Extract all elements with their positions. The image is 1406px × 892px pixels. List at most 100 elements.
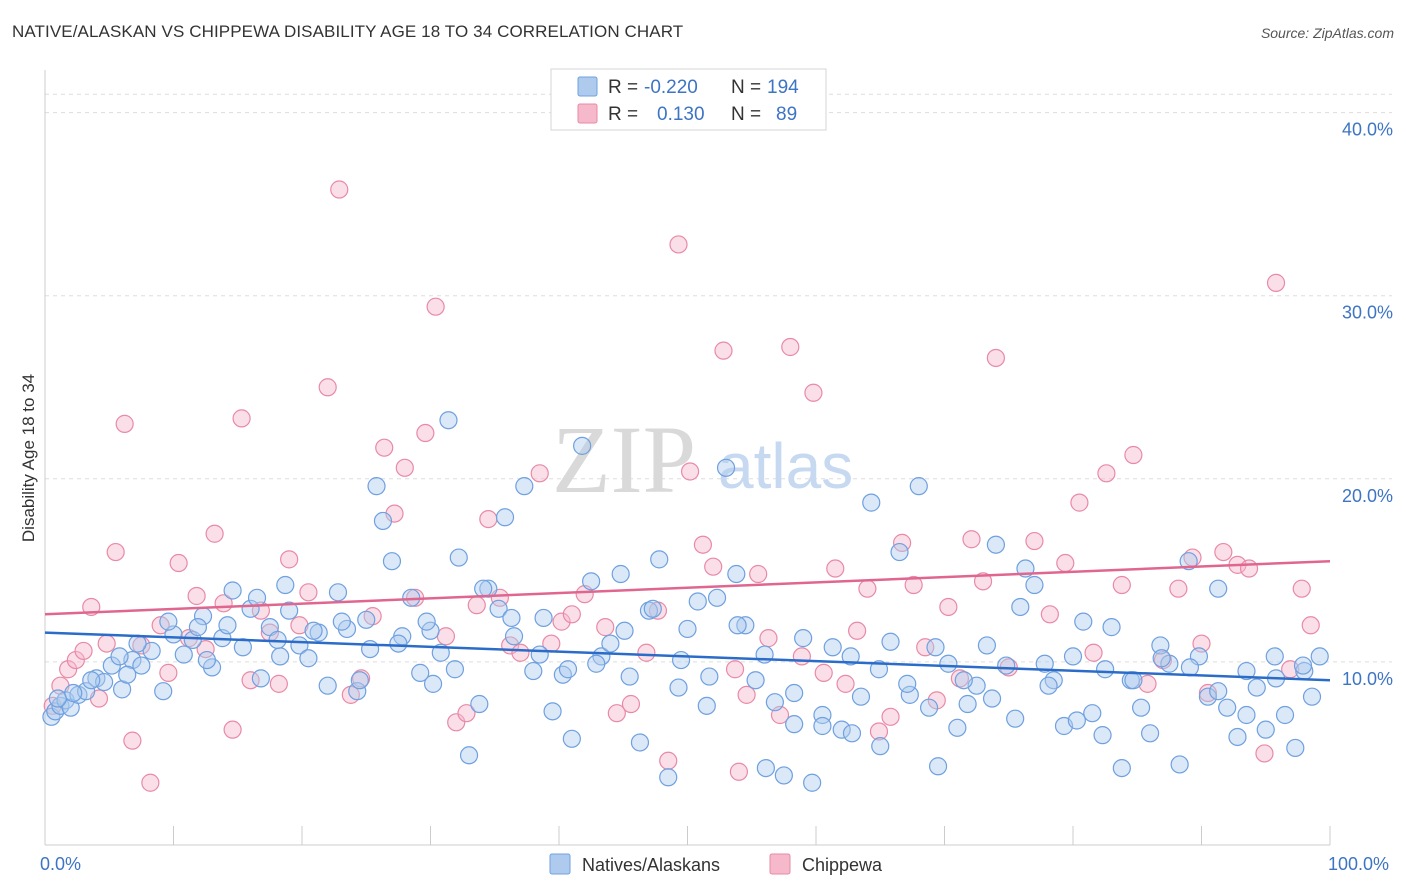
natives-point	[251, 669, 270, 688]
natives-point	[48, 689, 67, 708]
y-tick-label: 10.0%	[1342, 669, 1393, 689]
chippewa-point	[814, 663, 833, 682]
chippewa-point	[395, 458, 414, 477]
natives-point	[926, 638, 945, 657]
natives-point	[474, 579, 493, 598]
chippewa-point	[973, 572, 993, 591]
natives-point	[348, 682, 367, 701]
natives-point	[813, 716, 832, 736]
natives-point	[928, 757, 948, 776]
natives-point	[524, 661, 543, 681]
natives-point	[223, 581, 242, 600]
chippewa-point	[927, 691, 946, 710]
natives-point	[954, 671, 973, 690]
natives-point	[318, 676, 337, 695]
chippewa-point	[269, 674, 288, 693]
chippewa-point	[97, 634, 116, 653]
chippewa-point	[530, 464, 549, 483]
natives-point	[459, 746, 479, 765]
natives-point	[977, 636, 997, 655]
natives-point	[495, 508, 515, 527]
natives-point	[1044, 671, 1063, 690]
y-tick-label: 40.0%	[1342, 120, 1393, 140]
x-tick-label-max: 100.0%	[1328, 854, 1389, 874]
natives-point	[382, 552, 402, 571]
chippewa-point	[66, 650, 85, 670]
natives-point	[1035, 654, 1054, 673]
natives-point	[643, 599, 662, 618]
natives-point	[671, 650, 691, 670]
chippewa-point	[881, 707, 900, 726]
chippewa-point	[1239, 559, 1259, 578]
natives-point	[728, 616, 747, 635]
chippewa-point	[1056, 553, 1075, 573]
natives-point	[530, 645, 549, 664]
chippewa-point	[725, 660, 745, 679]
natives-point	[615, 621, 634, 640]
chippewa-point	[916, 638, 935, 657]
natives-point	[823, 638, 842, 657]
natives-point	[174, 645, 193, 664]
chippewa-point	[1301, 616, 1320, 635]
chippewa-point	[749, 564, 768, 584]
chippewa-point	[737, 685, 756, 704]
chippewa-point	[669, 235, 688, 254]
chippewa-point	[1214, 542, 1233, 562]
natives-point	[1275, 705, 1295, 725]
natives-point	[1180, 658, 1200, 677]
natives-point	[1102, 618, 1121, 637]
natives-point	[1096, 660, 1115, 679]
natives-point	[280, 601, 299, 620]
legend-r-value-chippewa: 0.130	[657, 104, 705, 125]
natives-point	[881, 632, 900, 651]
natives-point	[1170, 755, 1189, 774]
natives-point	[630, 733, 650, 752]
chippewa-point	[457, 704, 476, 723]
chippewa-point	[693, 535, 713, 554]
chippewa-point	[1070, 493, 1089, 512]
natives-point	[1039, 676, 1058, 695]
chippewa-point	[1292, 579, 1311, 598]
natives-point	[1265, 647, 1284, 666]
natives-point	[1209, 579, 1228, 598]
natives-point	[803, 773, 822, 792]
natives-point	[785, 715, 804, 734]
natives-point	[1302, 687, 1322, 706]
natives-point	[898, 674, 917, 693]
natives-point	[1310, 647, 1329, 666]
natives-point	[1218, 698, 1237, 717]
natives-point	[909, 477, 928, 496]
watermark-zip: ZIP	[552, 406, 696, 513]
legend-swatch-chippewa	[577, 103, 598, 124]
natives-point	[562, 729, 581, 748]
chippewa-point	[375, 438, 394, 457]
y-tick-label: 30.0%	[1342, 303, 1393, 323]
chippewa-point	[1255, 744, 1274, 763]
legend-swatch-natives	[577, 76, 598, 97]
legend-n-value-chippewa: 89	[776, 104, 797, 125]
natives-point	[102, 656, 121, 675]
chippewa-point	[280, 550, 299, 569]
watermark-atlas: atlas	[718, 430, 853, 502]
natives-point	[986, 535, 1006, 554]
bottom-legend-label-natives: Natives/Alaskans	[582, 855, 720, 875]
y-tick-labels: 10.0% 20.0% 30.0% 40.0%	[1342, 120, 1393, 689]
natives-point	[611, 564, 630, 584]
natives-point	[997, 656, 1016, 675]
natives-point	[218, 616, 237, 635]
natives-point	[357, 610, 376, 629]
natives-point	[299, 649, 318, 668]
natives-point	[620, 667, 639, 686]
chippewa-point	[729, 762, 749, 781]
chippewa-point	[804, 383, 823, 402]
natives-point	[449, 548, 468, 567]
chippewa-point	[607, 704, 626, 723]
chippewa-point	[1266, 273, 1286, 292]
natives-point	[110, 647, 129, 666]
natives-point	[871, 737, 890, 756]
legend-r-value-natives: -0.220	[644, 77, 698, 98]
chippewa-point	[962, 530, 981, 549]
chippewa-point	[848, 621, 867, 640]
chippewa-point	[141, 773, 160, 792]
natives-point	[304, 621, 323, 640]
